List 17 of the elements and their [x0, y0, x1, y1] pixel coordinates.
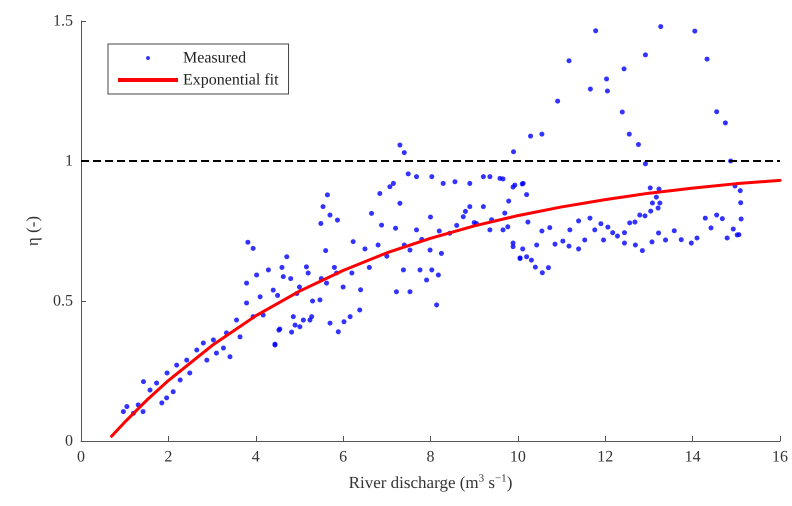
x-tick-label: 10 [510, 448, 526, 466]
x-tick-label: 8 [426, 448, 434, 466]
legend-label: Measured [183, 50, 246, 66]
y-axis-title: η (-) [23, 216, 42, 246]
y-tick-label: 0 [65, 432, 73, 450]
x-tick-label: 4 [252, 448, 260, 466]
line-series [110, 178, 782, 438]
y-tick-label: 1.5 [53, 12, 73, 30]
x-tick-label: 16 [772, 448, 788, 466]
x-tick-label: 6 [339, 448, 348, 466]
x-tick-label: 12 [597, 448, 614, 466]
y-tick-label: 1 [65, 152, 73, 170]
legend-label: Exponential fit [183, 72, 280, 88]
x-tick-label: 0 [77, 448, 85, 466]
x-tick-label: 2 [164, 448, 172, 466]
y-tick-label: 0.5 [53, 292, 73, 310]
x-tick-label: 14 [684, 448, 701, 466]
